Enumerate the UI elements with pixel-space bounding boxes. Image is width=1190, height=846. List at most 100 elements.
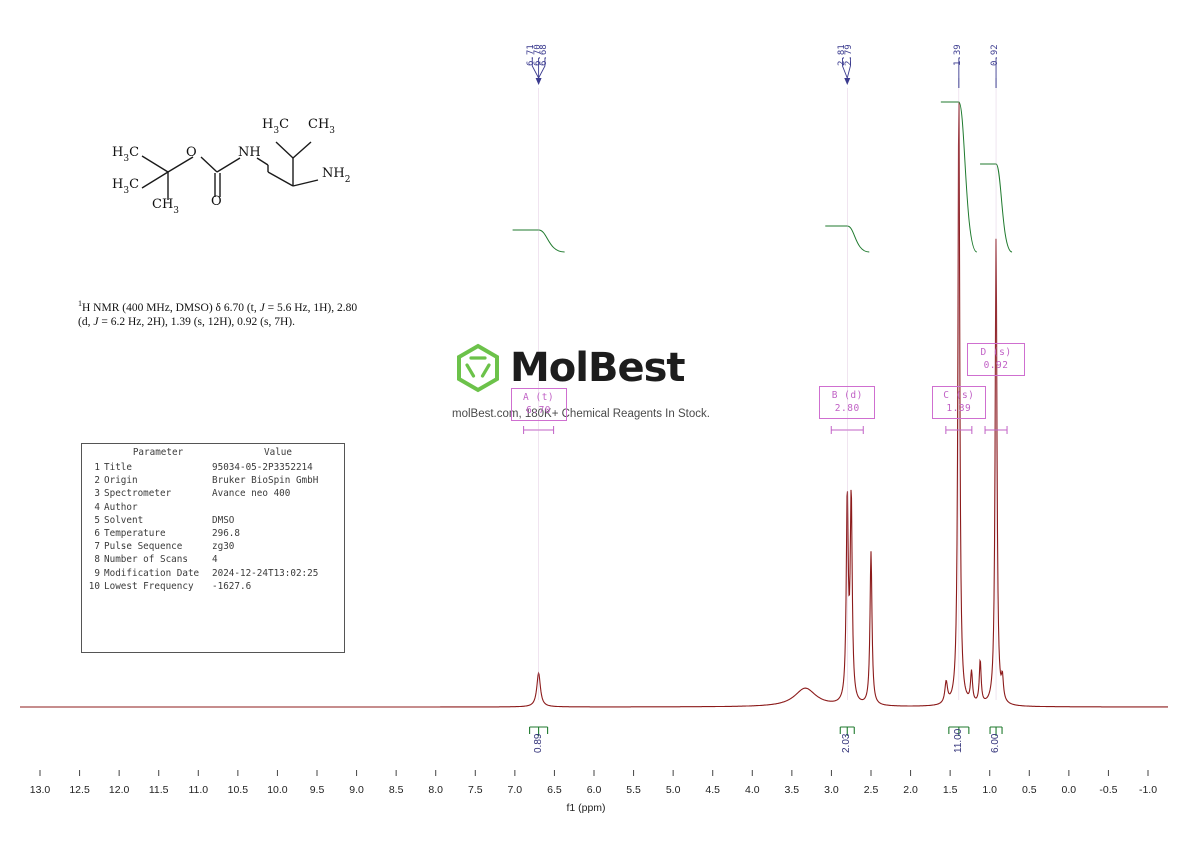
- axis-tick-label: 0.0: [1061, 784, 1077, 796]
- peak-ppm-label: 6.68: [538, 44, 549, 66]
- multiplet-shift: 2.80: [834, 403, 860, 414]
- integration-bracket: [989, 726, 1003, 736]
- multiplet-shift: 6.70: [526, 405, 552, 416]
- row-index: 5: [94, 514, 100, 526]
- axis-tick-label: 10.0: [267, 784, 288, 796]
- multiplet-id-type: D (s): [980, 347, 1012, 358]
- atom-label: CH3: [152, 197, 179, 216]
- row-index: 10: [88, 580, 100, 592]
- coupling-j-2: J: [93, 316, 99, 329]
- axis-tick-label: 8.0: [428, 784, 444, 796]
- peak-connector-arrow: [844, 78, 851, 85]
- peak-connector-line: [531, 58, 539, 79]
- integration-bracket: [529, 726, 549, 736]
- header-value: Value: [264, 447, 292, 458]
- coupling-j-1: J: [259, 301, 265, 314]
- row-parameter: Spectrometer: [104, 488, 172, 500]
- row-index: 3: [94, 488, 100, 500]
- row-index: 7: [94, 541, 100, 553]
- x-axis: 13.0 12.5 12.0 11.5 11.0 10.5 10.0 9.5 9.0 8.5 8.0…: [0, 770, 1190, 820]
- multiplet-box-d[interactable]: D (s) 0.92: [967, 343, 1026, 376]
- axis-tick-label: 5.5: [626, 784, 641, 796]
- table-row: 3 Spectrometer Avance neo 400: [82, 487, 344, 500]
- multiplet-box-c[interactable]: C (s) 1.39: [931, 386, 986, 419]
- row-index: 6: [94, 528, 100, 540]
- axis-tick-label: 9.5: [309, 784, 325, 796]
- table-header-row: Parameter Value: [82, 444, 344, 461]
- table-row: 1 Title 95034-05-2P3352214: [82, 461, 344, 474]
- table-row: 6 Temperature 296.8: [82, 527, 344, 540]
- peak-connector-line: [538, 58, 546, 79]
- row-parameter: Origin: [104, 475, 138, 487]
- atom-label: NH2: [322, 166, 350, 185]
- spectrum-trace: [20, 101, 1168, 708]
- row-value: -1627.6: [212, 580, 252, 592]
- axis-tick-label: 10.5: [227, 784, 249, 796]
- table-row: 9 Modification Date 2024-12-24T13:02:25: [82, 567, 344, 580]
- row-parameter: Solvent: [104, 514, 144, 526]
- chemical-structure-diagram: H3C H3C CH3 O O NH H3C CH3 NH2: [90, 100, 380, 230]
- axis-tick-label: 3.0: [824, 784, 839, 796]
- peak-connector-line: [846, 58, 851, 79]
- axis-tick-label: 11.5: [148, 784, 169, 796]
- multiplet-box-b[interactable]: B (d) 2.80: [819, 386, 876, 419]
- nmr-assignment-text: 1H NMR (400 MHz, DMSO) δ 6.70 (t, J = 5.…: [78, 297, 370, 330]
- molbest-watermark: MolBest molBest.com, 180K+ Chemical Reag…: [452, 342, 752, 434]
- integration-bracket: [839, 726, 855, 736]
- atom-label: CH3: [308, 117, 335, 136]
- atom-label: O: [186, 145, 197, 160]
- peak-connector-line: [842, 58, 848, 79]
- row-parameter: Pulse Sequence: [104, 541, 183, 553]
- table-row: 5 Solvent DMSO: [82, 514, 344, 527]
- integration-value-label: 6.00: [990, 733, 1002, 753]
- row-index: 9: [94, 567, 100, 579]
- axis-tick-label: 5.0: [665, 784, 681, 796]
- axis-tick-label: 4.0: [744, 784, 760, 796]
- peak-ppm-label: 0.92: [990, 44, 1001, 66]
- proton-superscript: 1: [78, 299, 82, 308]
- hexagon-logo-icon: [457, 343, 499, 393]
- row-index: 8: [94, 554, 100, 566]
- integration-value-label: 0.89: [532, 733, 544, 753]
- multiplet-shift: 0.92: [983, 360, 1009, 371]
- axis-tick-label: 3.5: [784, 784, 800, 796]
- atom-label: H3C: [262, 117, 289, 136]
- peak-ppm-label: 1.39: [952, 44, 963, 66]
- integration-bracket: [948, 726, 970, 736]
- row-index: 2: [94, 475, 100, 487]
- table-row: 10 Lowest Frequency -1627.6: [82, 580, 344, 593]
- axis-tick-label: 6.0: [586, 784, 602, 796]
- row-parameter: Author: [104, 501, 138, 513]
- axis-tick-label: 1.0: [982, 784, 998, 796]
- atom-label: H3C: [112, 177, 139, 196]
- axis-tick-label: 4.5: [705, 784, 721, 796]
- row-index: 4: [94, 501, 100, 513]
- row-value: DMSO: [212, 514, 235, 526]
- axis-tick-marks: [39, 770, 1149, 776]
- multiplet-box-a[interactable]: A (t) 6.70: [510, 388, 567, 421]
- peak-ppm-label: 2.79: [844, 44, 855, 66]
- watermark-tagline: molBest.com, 180K+ Chemical Reagents In …: [452, 408, 710, 420]
- row-parameter: Lowest Frequency: [104, 580, 194, 592]
- axis-tick-label: 0.5: [1021, 784, 1037, 796]
- axis-tick-label: 11.0: [188, 784, 209, 796]
- axis-tick-label: -1.0: [1138, 784, 1158, 796]
- atom-label: O: [211, 194, 222, 209]
- table-row: 2 Origin Bruker BioSpin GmbH: [82, 474, 344, 487]
- integration-value-label: 2.03: [841, 733, 853, 753]
- axis-tick-label: 8.5: [388, 784, 404, 796]
- row-value: 4: [212, 554, 218, 566]
- row-value: 2024-12-24T13:02:25: [212, 567, 319, 579]
- axis-title: f1 (ppm): [0, 798, 1190, 816]
- multiplet-id-type: A (t): [523, 392, 555, 403]
- row-parameter: Title: [104, 462, 132, 474]
- nmr-text-body: H NMR (400 MHz, DMSO) δ 6.70 (t,: [82, 301, 260, 314]
- row-value: zg30: [212, 541, 235, 553]
- row-parameter: Temperature: [104, 528, 166, 540]
- row-parameter: Modification Date: [104, 567, 200, 579]
- integration-value-label: 11.00: [952, 728, 964, 753]
- integral-curve: [940, 101, 978, 253]
